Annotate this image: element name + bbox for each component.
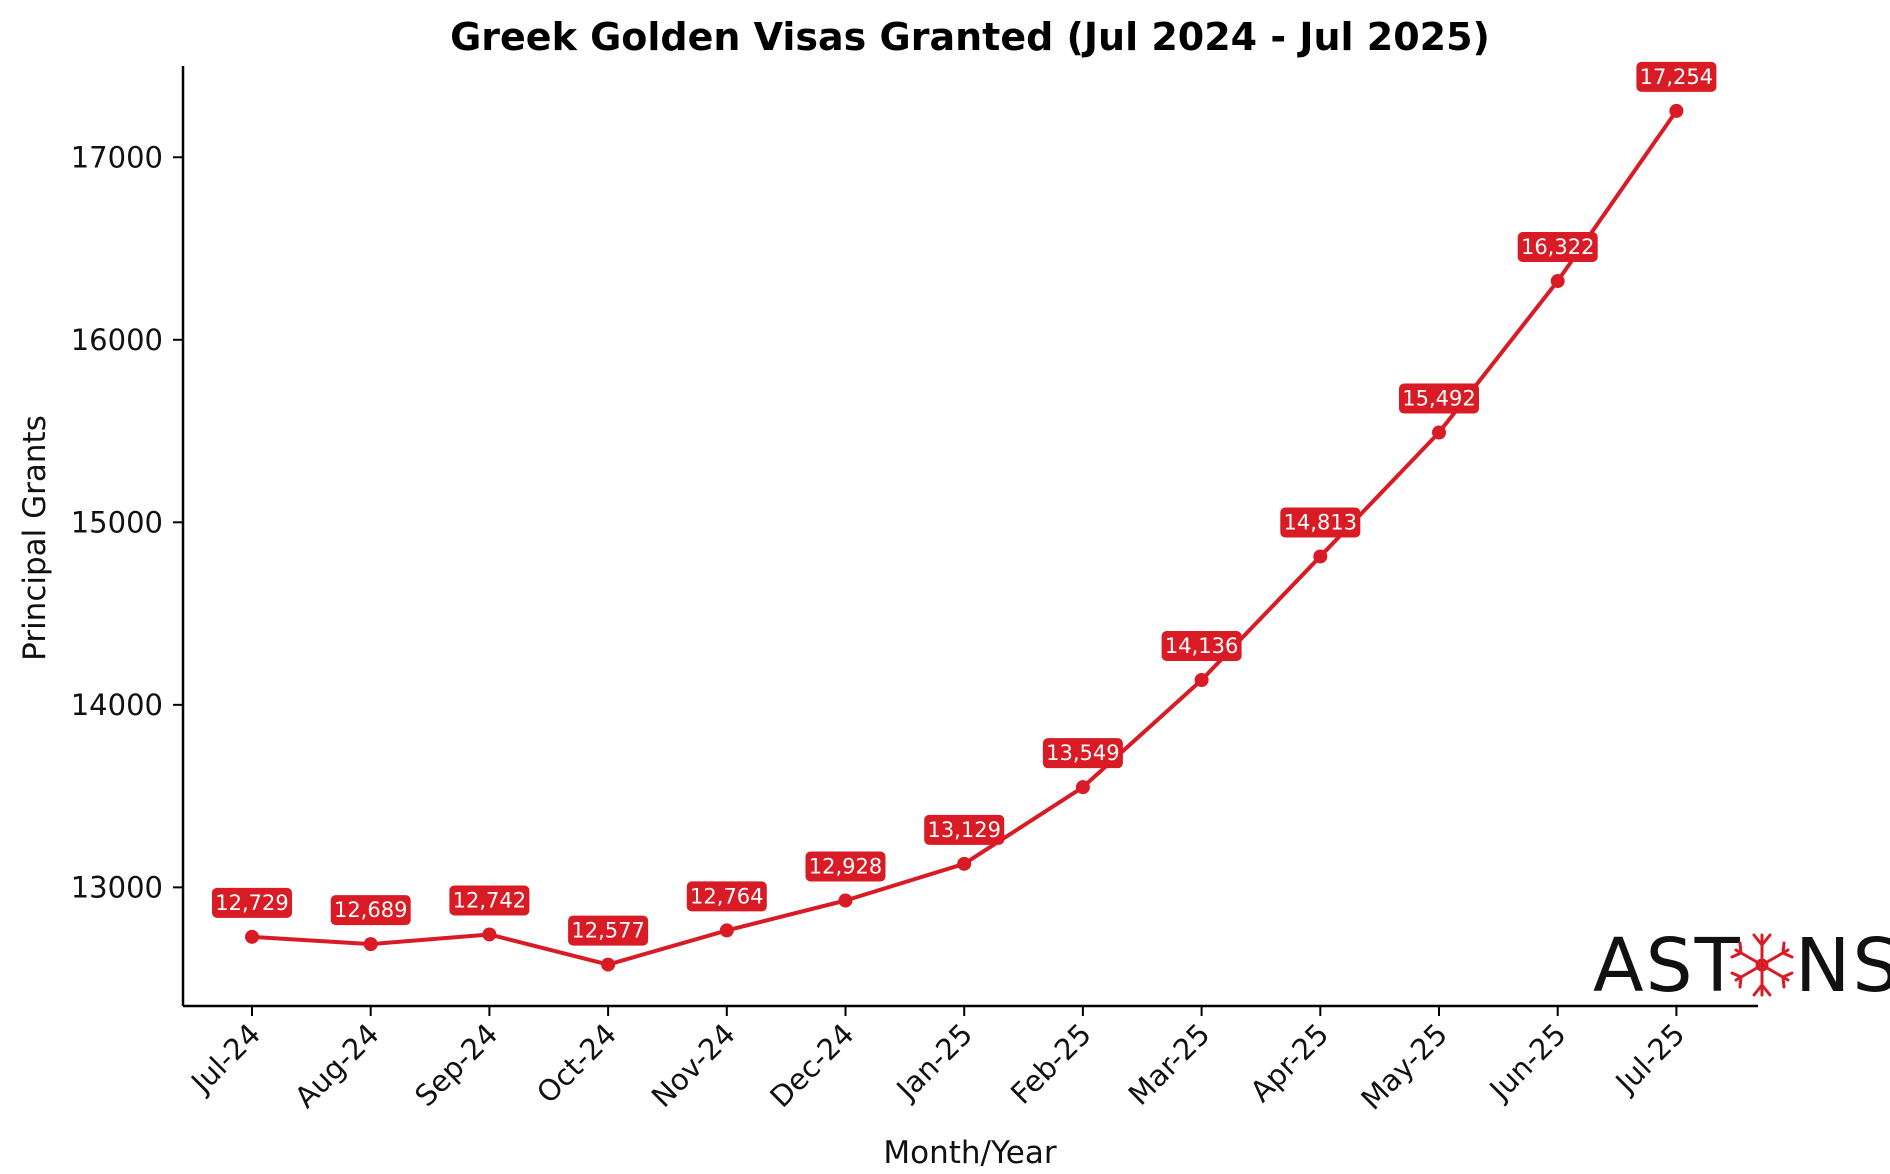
- data-label-text: 12,689: [334, 898, 407, 922]
- x-tick-label: Sep-24: [408, 1017, 504, 1113]
- data-label-text: 12,577: [571, 919, 644, 943]
- data-label-box: [449, 885, 530, 916]
- data-point: [957, 856, 972, 871]
- data-label-box: [1399, 383, 1479, 414]
- data-label-box: [1636, 61, 1717, 92]
- x-tick-label: Jan-25: [889, 1017, 980, 1108]
- data-label: 13,129: [924, 814, 1005, 845]
- y-ticks: 13000 14000 15000 16000 17000: [71, 140, 183, 904]
- data-label: 12,729: [212, 887, 292, 918]
- data-label: 12,928: [805, 851, 886, 882]
- x-tick-label: Nov-24: [645, 1017, 742, 1114]
- y-tick-label: 17000: [71, 140, 163, 174]
- data-point: [1669, 103, 1684, 118]
- logo-text-right: NS: [1795, 923, 1890, 1009]
- y-tick-label: 14000: [71, 688, 163, 722]
- x-tick-label: Mar-25: [1122, 1017, 1217, 1112]
- data-label: 14,136: [1161, 631, 1242, 662]
- data-label-text: 12,742: [453, 888, 526, 912]
- data-label: 12,742: [449, 885, 530, 916]
- data-label-text: 14,136: [1165, 634, 1238, 658]
- astons-logo: AST NS: [1593, 923, 1890, 1009]
- x-tick-label: May-25: [1354, 1017, 1454, 1117]
- x-tick-label: Feb-25: [1004, 1017, 1098, 1111]
- x-tick-label: Apr-25: [1244, 1017, 1336, 1109]
- data-label-box: [805, 851, 886, 882]
- x-tick-label: Dec-24: [763, 1017, 860, 1114]
- data-point: [245, 929, 259, 944]
- data-point: [482, 927, 497, 942]
- y-tick-label: 15000: [71, 505, 163, 539]
- y-tick-label: 16000: [71, 323, 163, 357]
- data-label: 12,577: [568, 915, 649, 946]
- data-label: 15,492: [1399, 383, 1479, 414]
- logo-text-left: AST: [1593, 923, 1742, 1009]
- data-label-box: [212, 887, 292, 918]
- data-point: [363, 937, 378, 952]
- data-label-box: [686, 881, 767, 912]
- y-axis-label: Principal Grants: [17, 415, 53, 661]
- data-label: 12,764: [686, 881, 767, 912]
- snowflake-star-icon: [1730, 933, 1794, 997]
- x-tick-label: Oct-24: [530, 1017, 623, 1110]
- data-label-box: [924, 814, 1005, 845]
- data-label-text: 14,813: [1284, 510, 1357, 534]
- data-point: [719, 923, 734, 938]
- data-label-box: [1280, 507, 1361, 538]
- x-tick-label: Aug-24: [288, 1017, 386, 1115]
- data-label: 17,254: [1636, 61, 1717, 92]
- data-label-text: 13,129: [927, 818, 1000, 842]
- data-point: [838, 893, 853, 908]
- data-labels: 12,729 12,689 12,742 12,577 12,764 12,928 13,1…: [212, 61, 1717, 946]
- data-points: [245, 103, 1684, 972]
- data-label: 14,813: [1280, 507, 1361, 538]
- x-ticks: Jul-24 Aug-24 Sep-24 Oct-24 Nov-24 Dec-24 Jan-…: [183, 1006, 1691, 1116]
- data-label: 12,689: [330, 895, 411, 926]
- data-label-box: [1517, 232, 1598, 263]
- data-label-box: [330, 895, 411, 926]
- data-label-box: [1161, 631, 1242, 662]
- data-label-text: 16,322: [1521, 235, 1594, 259]
- data-point: [601, 957, 616, 972]
- x-tick-label: Jul-24: [183, 1017, 267, 1101]
- data-point: [1313, 549, 1328, 564]
- data-label-text: 12,729: [215, 891, 288, 915]
- data-label-text: 12,928: [809, 855, 882, 879]
- x-axis-label: Month/Year: [883, 1135, 1056, 1171]
- data-point: [1550, 274, 1565, 289]
- data-label-text: 13,549: [1046, 741, 1119, 765]
- data-label-text: 12,764: [690, 884, 763, 908]
- y-tick-label: 13000: [71, 870, 163, 904]
- x-tick-label: Jul-25: [1608, 1017, 1692, 1101]
- data-label-text: 17,254: [1640, 65, 1713, 89]
- data-label-box: [568, 915, 649, 946]
- data-point: [1075, 780, 1090, 795]
- data-point: [1432, 425, 1446, 440]
- chart-title: Greek Golden Visas Granted (Jul 2024 - J…: [450, 15, 1490, 59]
- data-label: 13,549: [1042, 738, 1123, 769]
- data-point: [1194, 673, 1209, 688]
- data-label: 16,322: [1517, 232, 1598, 263]
- data-label-text: 15,492: [1402, 387, 1475, 411]
- x-tick-label: Jun-25: [1482, 1017, 1573, 1108]
- data-label-box: [1042, 738, 1123, 769]
